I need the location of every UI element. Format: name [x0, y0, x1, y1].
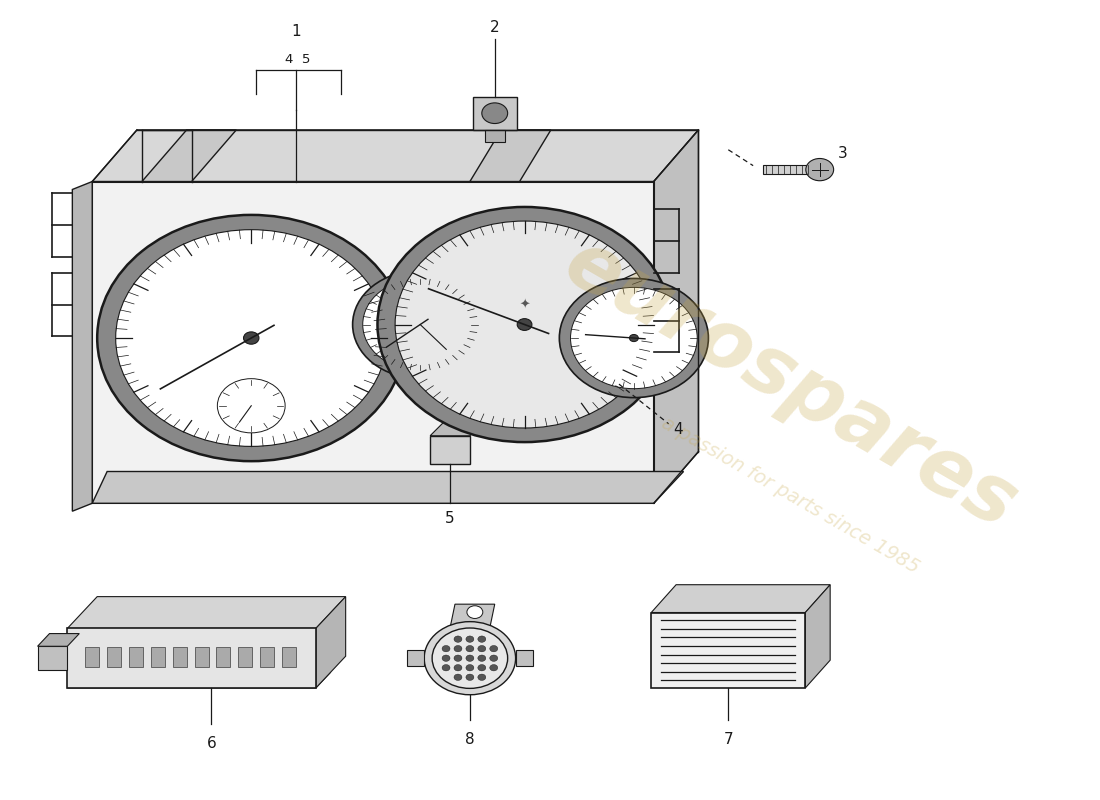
Polygon shape	[195, 646, 209, 666]
Polygon shape	[92, 471, 683, 503]
Circle shape	[517, 318, 532, 330]
Circle shape	[218, 378, 285, 433]
Polygon shape	[107, 646, 121, 666]
Text: 8: 8	[465, 732, 475, 747]
Circle shape	[454, 674, 462, 681]
Text: 2: 2	[490, 19, 499, 34]
Circle shape	[466, 674, 474, 681]
Circle shape	[454, 655, 462, 662]
Polygon shape	[92, 182, 653, 503]
Circle shape	[363, 278, 477, 370]
Circle shape	[477, 646, 486, 652]
Circle shape	[477, 655, 486, 662]
Polygon shape	[450, 604, 495, 628]
Polygon shape	[142, 130, 236, 182]
Circle shape	[442, 655, 450, 662]
Polygon shape	[129, 646, 143, 666]
Polygon shape	[37, 646, 67, 670]
Circle shape	[482, 103, 508, 123]
Circle shape	[377, 207, 672, 442]
Circle shape	[466, 646, 474, 652]
Polygon shape	[67, 629, 316, 688]
Polygon shape	[239, 646, 252, 666]
Circle shape	[425, 622, 516, 694]
Circle shape	[559, 278, 708, 398]
Circle shape	[490, 665, 497, 671]
Polygon shape	[67, 597, 345, 629]
Circle shape	[395, 221, 654, 428]
Polygon shape	[261, 646, 274, 666]
Text: a passion for parts since 1985: a passion for parts since 1985	[658, 414, 922, 577]
Text: 6: 6	[207, 736, 217, 750]
Circle shape	[477, 636, 486, 642]
Text: 1: 1	[292, 23, 300, 38]
Polygon shape	[73, 182, 92, 511]
Polygon shape	[282, 646, 296, 666]
Polygon shape	[485, 130, 505, 142]
Text: ✦: ✦	[519, 298, 530, 311]
Text: 7: 7	[724, 732, 733, 746]
Circle shape	[466, 606, 483, 618]
Polygon shape	[316, 597, 345, 688]
Circle shape	[477, 665, 486, 671]
Circle shape	[243, 332, 258, 344]
Circle shape	[454, 646, 462, 652]
Polygon shape	[805, 585, 830, 688]
Circle shape	[466, 655, 474, 662]
Polygon shape	[407, 650, 425, 666]
Text: 4  5: 4 5	[285, 54, 310, 66]
Circle shape	[490, 646, 497, 652]
Polygon shape	[430, 436, 470, 463]
Polygon shape	[67, 672, 331, 688]
Polygon shape	[92, 130, 698, 182]
Text: 4: 4	[673, 422, 683, 437]
Circle shape	[97, 215, 405, 461]
Circle shape	[477, 674, 486, 681]
Polygon shape	[653, 130, 698, 503]
Text: 3: 3	[837, 146, 847, 162]
Polygon shape	[651, 585, 830, 613]
Polygon shape	[151, 646, 165, 666]
Circle shape	[432, 628, 508, 688]
Polygon shape	[651, 613, 805, 688]
Circle shape	[442, 665, 450, 671]
Polygon shape	[173, 646, 187, 666]
Circle shape	[454, 665, 462, 671]
Polygon shape	[763, 165, 813, 174]
Circle shape	[442, 646, 450, 652]
Text: 5: 5	[446, 511, 454, 526]
Circle shape	[466, 665, 474, 671]
Polygon shape	[516, 650, 532, 666]
Polygon shape	[570, 368, 619, 400]
Circle shape	[629, 334, 638, 342]
Circle shape	[806, 158, 834, 181]
Circle shape	[454, 636, 462, 642]
Circle shape	[353, 270, 487, 378]
Polygon shape	[570, 348, 639, 368]
Polygon shape	[430, 416, 490, 436]
Polygon shape	[37, 634, 79, 646]
Text: eurospares: eurospares	[550, 223, 1030, 545]
Circle shape	[466, 636, 474, 642]
Polygon shape	[470, 130, 551, 182]
Circle shape	[571, 287, 697, 389]
Polygon shape	[473, 97, 517, 130]
Polygon shape	[86, 646, 99, 666]
Polygon shape	[217, 646, 230, 666]
Circle shape	[416, 322, 425, 328]
Circle shape	[116, 230, 387, 446]
Circle shape	[490, 655, 497, 662]
